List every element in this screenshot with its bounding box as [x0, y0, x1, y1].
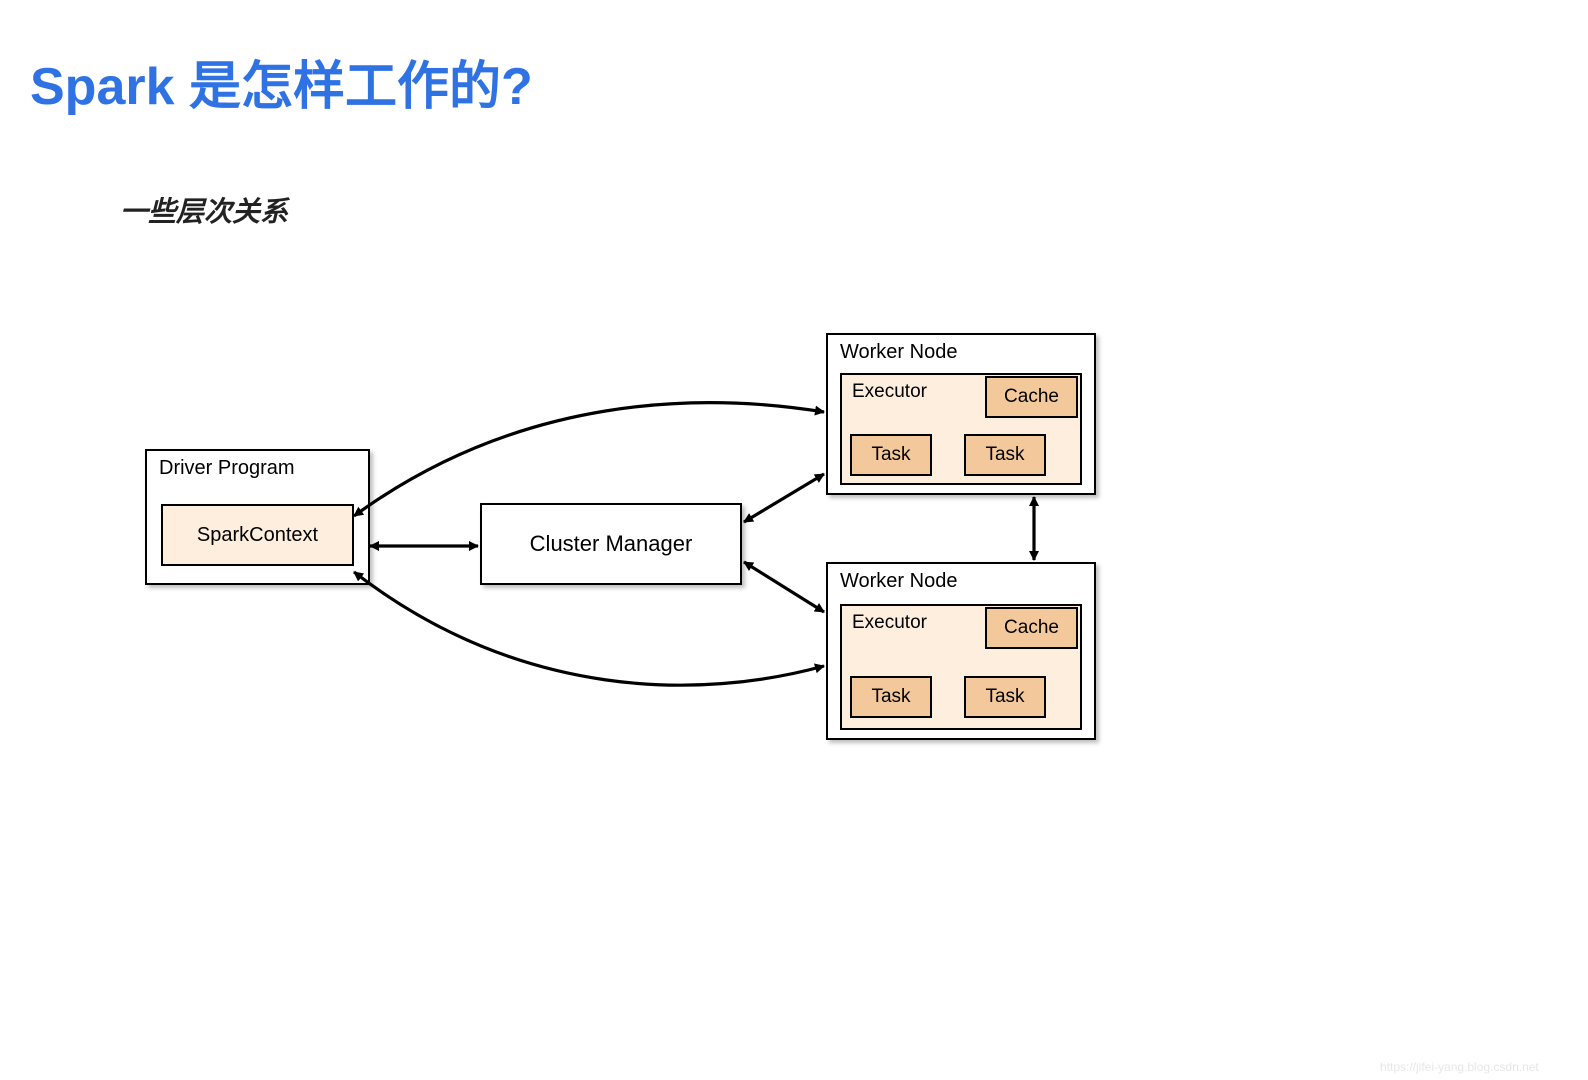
worker-1-cache-label: Cache	[985, 376, 1078, 418]
worker-2-executor-label: Executor	[852, 612, 927, 634]
worker-node-1-label: Worker Node	[840, 341, 957, 364]
slide: Spark 是怎样工作的? 一些层次关系 Driver Program Spar…	[0, 0, 1588, 1080]
worker-1-task-1-label: Task	[850, 434, 932, 476]
slide-title: Spark 是怎样工作的?	[30, 44, 533, 119]
slide-subtitle: 一些层次关系	[120, 190, 288, 230]
worker-1-executor-label: Executor	[852, 381, 927, 403]
worker-2-task-1-label: Task	[850, 676, 932, 718]
spark-context-label: SparkContext	[161, 504, 354, 566]
worker-node-2-label: Worker Node	[840, 570, 957, 593]
watermark-text: https://jifei-yang.blog.csdn.net	[1380, 1060, 1539, 1074]
worker-1-task-2-label: Task	[964, 434, 1046, 476]
cluster-manager-label: Cluster Manager	[480, 503, 742, 585]
worker-2-cache-label: Cache	[985, 607, 1078, 649]
driver-program-label: Driver Program	[159, 457, 295, 480]
worker-2-task-2-label: Task	[964, 676, 1046, 718]
